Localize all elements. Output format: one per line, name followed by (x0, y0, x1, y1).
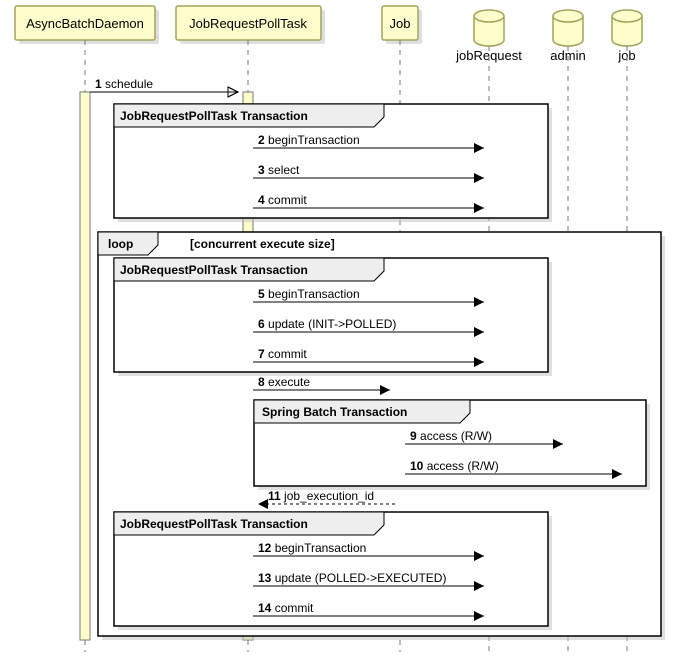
msg-num: 11 (268, 489, 281, 503)
msg-text: commit (268, 347, 307, 361)
svg-text:14 commit: 14 commit (258, 601, 314, 615)
msg-num: 9 (410, 429, 417, 443)
frame-title: Spring Batch Transaction (262, 405, 407, 419)
msg-text: commit (275, 601, 314, 615)
msg-num: 2 (258, 133, 265, 147)
activation (80, 92, 90, 640)
msg-text: schedule (105, 77, 153, 91)
svg-text:11 job_execution_id: 11 job_execution_id (268, 489, 374, 503)
svg-text:2 beginTransaction: 2 beginTransaction (258, 133, 360, 147)
msg-num: 10 (410, 459, 424, 473)
svg-text:4 commit: 4 commit (258, 193, 307, 207)
msg-num: 13 (258, 571, 272, 585)
msg-num: 14 (258, 601, 272, 615)
svg-text:3 select: 3 select (258, 163, 300, 177)
participant-label: AsyncBatchDaemon (26, 16, 144, 31)
msg-text: access (R/W) (420, 429, 492, 443)
msg-text: beginTransaction (275, 541, 367, 555)
msg-text: update (POLLED->EXECUTED) (275, 571, 447, 585)
msg-num: 6 (258, 317, 265, 331)
msg-num: 4 (258, 193, 265, 207)
msg-text: beginTransaction (268, 287, 360, 301)
svg-text:6 update (INIT->POLLED): 6 update (INIT->POLLED) (258, 317, 396, 331)
msg-num: 5 (258, 287, 265, 301)
db-job-request: jobRequest (455, 10, 522, 63)
participant-label: Job (390, 16, 411, 31)
svg-text:7 commit: 7 commit (258, 347, 307, 361)
svg-text:9 access (R/W): 9 access (R/W) (410, 429, 492, 443)
frame-title: JobRequestPollTask Transaction (120, 517, 308, 531)
frame-title: JobRequestPollTask Transaction (120, 263, 308, 277)
svg-text:13 update (POLLED->EXECUTED): 13 update (POLLED->EXECUTED) (258, 571, 446, 585)
svg-text:12 beginTransaction: 12 beginTransaction (258, 541, 366, 555)
svg-text:8 execute: 8 execute (258, 375, 310, 389)
msg-text: job_execution_id (283, 489, 374, 503)
msg-num: 1 (95, 77, 102, 91)
participant-label: JobRequestPollTask (189, 16, 307, 31)
msg-num: 8 (258, 375, 265, 389)
msg-text: access (R/W) (427, 459, 499, 473)
msg-text: select (268, 163, 300, 177)
svg-text:1 schedule: 1 schedule (95, 77, 153, 91)
msg-num: 7 (258, 347, 265, 361)
frame-title: JobRequestPollTask Transaction (120, 109, 308, 123)
msg-num: 12 (258, 541, 272, 555)
db-job: job (612, 10, 642, 63)
sequence-diagram: AsyncBatchDaemon JobRequestPollTask Job … (0, 0, 674, 659)
svg-text:5 beginTransaction: 5 beginTransaction (258, 287, 360, 301)
msg-text: execute (268, 375, 310, 389)
db-admin: admin (550, 10, 585, 63)
svg-text:10 access (R/W): 10 access (R/W) (410, 459, 499, 473)
frame-guard: [concurrent execute size] (190, 237, 335, 251)
frame-title: loop (108, 237, 133, 251)
msg-text: beginTransaction (268, 133, 360, 147)
msg-text: update (INIT->POLLED) (268, 317, 396, 331)
msg-text: commit (268, 193, 307, 207)
msg-num: 3 (258, 163, 265, 177)
